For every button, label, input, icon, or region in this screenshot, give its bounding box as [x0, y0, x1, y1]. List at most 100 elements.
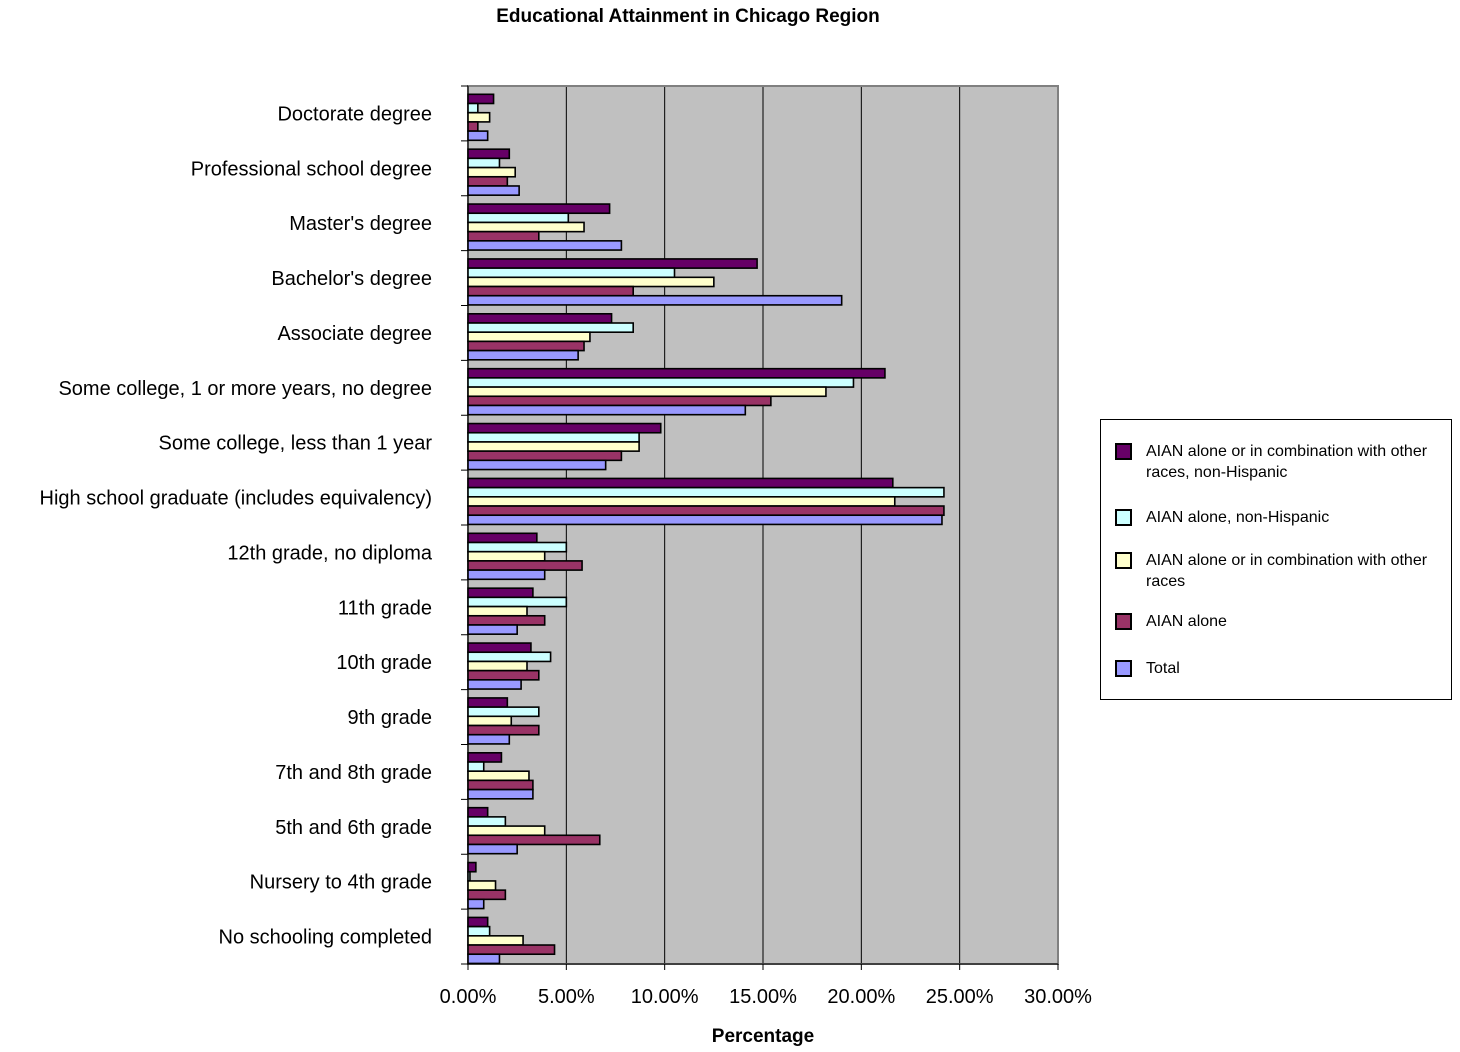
legend-swatch [1115, 509, 1132, 526]
bar [467, 377, 855, 388]
bar [467, 560, 583, 571]
bar [467, 541, 568, 553]
category-label: 7th and 8th grade [275, 762, 432, 784]
bar [467, 953, 501, 965]
bar [467, 925, 491, 937]
bar [467, 175, 509, 187]
bar [467, 276, 715, 288]
bar [467, 834, 601, 846]
legend-swatch [1115, 552, 1132, 569]
bar [467, 285, 634, 297]
x-tick-label: 15.00% [729, 986, 797, 1008]
category-label: No schooling completed [219, 927, 432, 949]
bar [467, 587, 534, 599]
category-label: Master's degree [289, 213, 432, 235]
bar [467, 660, 528, 672]
legend-item: AIAN alone or in combination with other … [1115, 441, 1436, 483]
bar [467, 185, 520, 196]
bar [467, 349, 579, 361]
category-label: 10th grade [336, 652, 432, 674]
bar [467, 496, 896, 507]
legend-label: AIAN alone, non-Hispanic [1146, 509, 1330, 526]
legend-swatch [1115, 613, 1132, 630]
category-label: 9th grade [347, 707, 432, 729]
legend: AIAN alone or in combination with other … [1100, 419, 1452, 700]
bar [467, 944, 556, 956]
category-label: Professional school degree [191, 158, 432, 180]
bar [467, 916, 489, 928]
bar [467, 230, 540, 242]
legend-swatch [1115, 660, 1132, 677]
bar [467, 340, 585, 352]
axes-group [461, 85, 1059, 970]
bar [467, 322, 634, 333]
legend-item: Total [1115, 658, 1436, 679]
category-label: Nursery to 4th grade [250, 872, 432, 894]
category-label: 5th and 6th grade [275, 817, 432, 839]
bar [467, 715, 513, 727]
bar [467, 477, 894, 489]
x-tick-label: 0.00% [440, 986, 497, 1008]
bar [467, 203, 611, 215]
bar [467, 157, 501, 169]
bar [467, 386, 827, 398]
category-label: Doctorate degree [277, 103, 432, 125]
category-label: Associate degree [277, 323, 432, 345]
legend-item: AIAN alone, non-Hispanic [1115, 507, 1436, 528]
category-label: 11th grade [338, 597, 432, 619]
labels-group: Doctorate degree Professional school degr… [40, 103, 1093, 1008]
bar [467, 312, 613, 324]
bar [467, 596, 568, 608]
legend-label: AIAN alone or in combination with other … [1146, 552, 1428, 590]
bar [467, 130, 489, 142]
bar [467, 651, 552, 663]
x-tick-label: 10.00% [631, 986, 699, 1008]
bar [467, 935, 524, 946]
bar [467, 459, 607, 471]
x-tick-label: 20.00% [827, 986, 895, 1008]
x-tick-label: 5.00% [538, 986, 595, 1008]
bar [467, 148, 511, 160]
bar [467, 733, 511, 745]
bar [467, 861, 477, 873]
bar [467, 843, 518, 855]
bar [467, 505, 945, 517]
bar [467, 404, 747, 416]
x-tick-label: 30.00% [1024, 986, 1092, 1008]
bar [467, 550, 546, 562]
bar [467, 788, 534, 800]
bar [467, 212, 570, 224]
bar [467, 240, 623, 251]
bar [467, 532, 538, 544]
bar [467, 724, 540, 736]
bar [467, 514, 943, 526]
bar [467, 889, 507, 901]
bar [467, 614, 546, 626]
legend-label: AIAN alone [1146, 613, 1227, 630]
bar [467, 770, 530, 782]
bar [467, 624, 518, 635]
category-label: Bachelor's degree [271, 268, 432, 290]
bar [467, 806, 489, 818]
bar [467, 166, 517, 178]
bar [467, 605, 528, 617]
bar [467, 642, 532, 654]
x-tick-label: 25.00% [926, 986, 994, 1008]
legend-item: AIAN alone or in combination with other … [1115, 550, 1436, 592]
chart-title: Educational Attainment in Chicago Region [496, 6, 880, 27]
legend-item: AIAN alone [1115, 611, 1436, 632]
bar [467, 569, 546, 581]
category-label: Some college, 1 or more years, no degree [58, 378, 432, 400]
legend-label: Total [1146, 660, 1180, 677]
bar [467, 880, 497, 891]
category-label: 12th grade, no diploma [227, 542, 432, 564]
bar [467, 258, 758, 269]
bar [467, 669, 540, 681]
bar [467, 898, 485, 910]
category-label: Some college, less than 1 year [159, 433, 433, 455]
bar [467, 761, 485, 772]
bar [467, 294, 843, 306]
bar [467, 422, 662, 434]
bar [467, 221, 585, 233]
